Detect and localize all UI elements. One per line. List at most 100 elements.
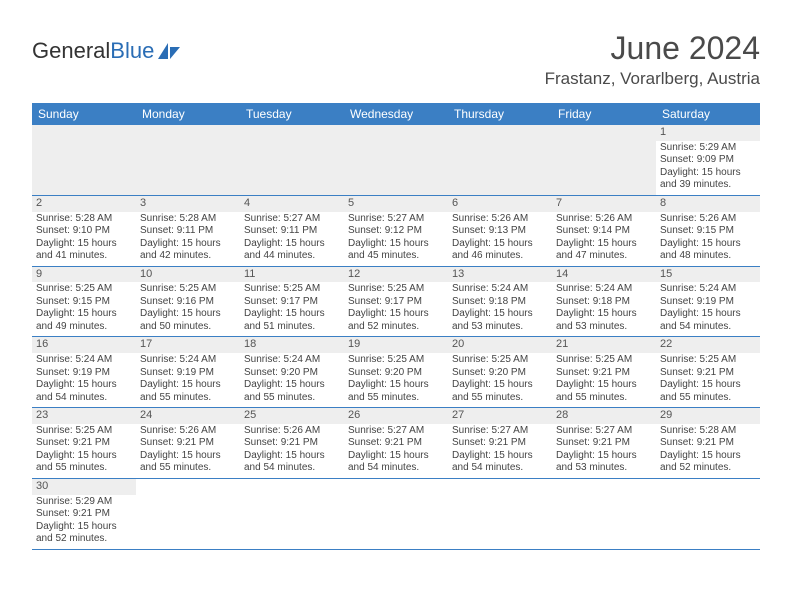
daylight-text: Daylight: 15 hours <box>244 238 340 251</box>
sunset-text: Sunset: 9:09 PM <box>660 154 756 167</box>
col-tuesday: Tuesday <box>240 103 344 125</box>
daylight-text: and 55 minutes. <box>244 392 340 405</box>
day-number: 23 <box>32 408 136 424</box>
calendar-cell: 5Sunrise: 5:27 AMSunset: 9:12 PMDaylight… <box>344 195 448 266</box>
daylight-text: Daylight: 15 hours <box>556 379 652 392</box>
calendar-cell: 18Sunrise: 5:24 AMSunset: 9:20 PMDayligh… <box>240 337 344 408</box>
calendar-cell <box>552 478 656 549</box>
calendar-cell <box>344 478 448 549</box>
daylight-text: Daylight: 15 hours <box>140 450 236 463</box>
calendar-cell: 1Sunrise: 5:29 AMSunset: 9:09 PMDaylight… <box>656 125 760 195</box>
daylight-text: Daylight: 15 hours <box>660 450 756 463</box>
day-number: 5 <box>344 196 448 212</box>
calendar-cell <box>136 478 240 549</box>
calendar-cell: 14Sunrise: 5:24 AMSunset: 9:18 PMDayligh… <box>552 266 656 337</box>
calendar-cell: 3Sunrise: 5:28 AMSunset: 9:11 PMDaylight… <box>136 195 240 266</box>
daylight-text: and 51 minutes. <box>244 321 340 334</box>
sunrise-text: Sunrise: 5:24 AM <box>140 354 236 367</box>
day-number: 10 <box>136 267 240 283</box>
calendar-cell: 28Sunrise: 5:27 AMSunset: 9:21 PMDayligh… <box>552 408 656 479</box>
daylight-text: Daylight: 15 hours <box>244 308 340 321</box>
daylight-text: and 54 minutes. <box>348 462 444 475</box>
daylight-text: Daylight: 15 hours <box>660 308 756 321</box>
col-saturday: Saturday <box>656 103 760 125</box>
daylight-text: Daylight: 15 hours <box>660 167 756 180</box>
col-monday: Monday <box>136 103 240 125</box>
daylight-text: Daylight: 15 hours <box>348 450 444 463</box>
sunrise-text: Sunrise: 5:26 AM <box>452 213 548 226</box>
sunrise-text: Sunrise: 5:24 AM <box>660 283 756 296</box>
sunset-text: Sunset: 9:11 PM <box>140 225 236 238</box>
sunrise-text: Sunrise: 5:26 AM <box>556 213 652 226</box>
location: Frastanz, Vorarlberg, Austria <box>545 69 760 89</box>
sunset-text: Sunset: 9:17 PM <box>244 296 340 309</box>
sunrise-text: Sunrise: 5:26 AM <box>140 425 236 438</box>
calendar-cell: 4Sunrise: 5:27 AMSunset: 9:11 PMDaylight… <box>240 195 344 266</box>
sunset-text: Sunset: 9:20 PM <box>244 367 340 380</box>
calendar-row: 23Sunrise: 5:25 AMSunset: 9:21 PMDayligh… <box>32 408 760 479</box>
daylight-text: and 55 minutes. <box>660 392 756 405</box>
calendar-cell: 30Sunrise: 5:29 AMSunset: 9:21 PMDayligh… <box>32 478 136 549</box>
sunrise-text: Sunrise: 5:25 AM <box>348 283 444 296</box>
sunset-text: Sunset: 9:12 PM <box>348 225 444 238</box>
sunrise-text: Sunrise: 5:24 AM <box>36 354 132 367</box>
sunset-text: Sunset: 9:21 PM <box>36 437 132 450</box>
month-title: June 2024 <box>545 30 760 67</box>
calendar-cell: 7Sunrise: 5:26 AMSunset: 9:14 PMDaylight… <box>552 195 656 266</box>
day-number: 24 <box>136 408 240 424</box>
calendar-row: 30Sunrise: 5:29 AMSunset: 9:21 PMDayligh… <box>32 478 760 549</box>
sunset-text: Sunset: 9:21 PM <box>452 437 548 450</box>
daylight-text: and 53 minutes. <box>556 321 652 334</box>
sail-icon <box>156 41 182 61</box>
daylight-text: Daylight: 15 hours <box>348 379 444 392</box>
sunset-text: Sunset: 9:21 PM <box>36 508 132 521</box>
sunrise-text: Sunrise: 5:25 AM <box>244 283 340 296</box>
sunset-text: Sunset: 9:19 PM <box>140 367 236 380</box>
day-number: 29 <box>656 408 760 424</box>
sunrise-text: Sunrise: 5:27 AM <box>244 213 340 226</box>
daylight-text: Daylight: 15 hours <box>36 521 132 534</box>
day-number: 9 <box>32 267 136 283</box>
daylight-text: and 45 minutes. <box>348 250 444 263</box>
daylight-text: and 55 minutes. <box>556 392 652 405</box>
calendar-row: 16Sunrise: 5:24 AMSunset: 9:19 PMDayligh… <box>32 337 760 408</box>
day-number: 27 <box>448 408 552 424</box>
day-number: 3 <box>136 196 240 212</box>
daylight-text: and 52 minutes. <box>348 321 444 334</box>
calendar-cell: 9Sunrise: 5:25 AMSunset: 9:15 PMDaylight… <box>32 266 136 337</box>
calendar-cell: 25Sunrise: 5:26 AMSunset: 9:21 PMDayligh… <box>240 408 344 479</box>
sunrise-text: Sunrise: 5:25 AM <box>36 425 132 438</box>
sunrise-text: Sunrise: 5:27 AM <box>556 425 652 438</box>
day-number: 18 <box>240 337 344 353</box>
day-number: 20 <box>448 337 552 353</box>
day-number: 25 <box>240 408 344 424</box>
daylight-text: and 55 minutes. <box>348 392 444 405</box>
daylight-text: Daylight: 15 hours <box>140 379 236 392</box>
daylight-text: and 54 minutes. <box>244 462 340 475</box>
daylight-text: Daylight: 15 hours <box>556 238 652 251</box>
daylight-text: and 49 minutes. <box>36 321 132 334</box>
sunrise-text: Sunrise: 5:29 AM <box>36 496 132 509</box>
daylight-text: and 55 minutes. <box>140 392 236 405</box>
sunset-text: Sunset: 9:11 PM <box>244 225 340 238</box>
daylight-text: Daylight: 15 hours <box>140 238 236 251</box>
calendar-cell: 24Sunrise: 5:26 AMSunset: 9:21 PMDayligh… <box>136 408 240 479</box>
sunset-text: Sunset: 9:13 PM <box>452 225 548 238</box>
sunrise-text: Sunrise: 5:27 AM <box>452 425 548 438</box>
day-number: 26 <box>344 408 448 424</box>
sunset-text: Sunset: 9:15 PM <box>660 225 756 238</box>
daylight-text: and 53 minutes. <box>452 321 548 334</box>
sunrise-text: Sunrise: 5:27 AM <box>348 213 444 226</box>
sunrise-text: Sunrise: 5:29 AM <box>660 142 756 155</box>
daylight-text: Daylight: 15 hours <box>36 379 132 392</box>
daylight-text: Daylight: 15 hours <box>348 238 444 251</box>
sunrise-text: Sunrise: 5:25 AM <box>452 354 548 367</box>
day-number: 2 <box>32 196 136 212</box>
daylight-text: and 44 minutes. <box>244 250 340 263</box>
day-number: 13 <box>448 267 552 283</box>
calendar-cell: 8Sunrise: 5:26 AMSunset: 9:15 PMDaylight… <box>656 195 760 266</box>
calendar-cell <box>656 478 760 549</box>
day-number: 30 <box>32 479 136 495</box>
daylight-text: Daylight: 15 hours <box>452 238 548 251</box>
daylight-text: and 54 minutes. <box>36 392 132 405</box>
